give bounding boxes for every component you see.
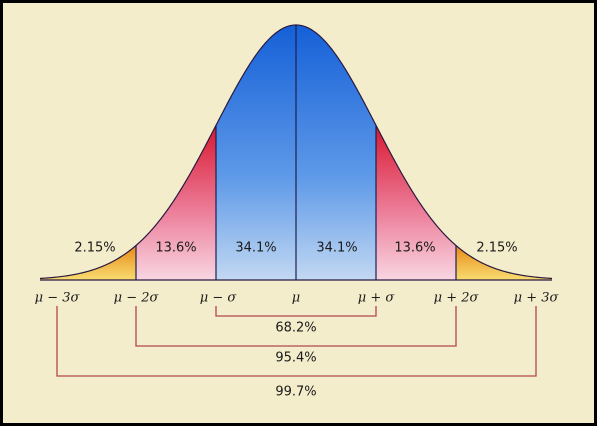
axis-label: μ + σ	[358, 291, 396, 306]
axis-label: μ + 3σ	[514, 291, 560, 306]
bracket	[56, 306, 537, 377]
range-label: 99.7%	[275, 385, 316, 400]
range-label: 68.2%	[275, 321, 316, 336]
region-label: 2.15%	[74, 241, 115, 256]
curve-region	[456, 245, 552, 280]
region-label: 13.6%	[394, 241, 435, 256]
region-label: 34.1%	[316, 241, 357, 256]
axis-label: μ − 3σ	[35, 291, 81, 306]
axis-label: μ − 2σ	[114, 291, 160, 306]
bracket	[215, 306, 377, 317]
curve-group	[39, 24, 553, 281]
axis-label: μ + 2σ	[434, 291, 480, 306]
range-label: 95.4%	[275, 351, 316, 366]
bracket	[135, 306, 457, 347]
axis-label: μ	[292, 291, 300, 306]
label-bg	[270, 350, 322, 366]
label-bg	[270, 320, 322, 336]
region-label: 13.6%	[155, 241, 196, 256]
region-label: 2.15%	[476, 241, 517, 256]
curve-region	[40, 245, 136, 280]
region-label: 34.1%	[235, 241, 276, 256]
axis-label: μ − σ	[200, 291, 238, 306]
